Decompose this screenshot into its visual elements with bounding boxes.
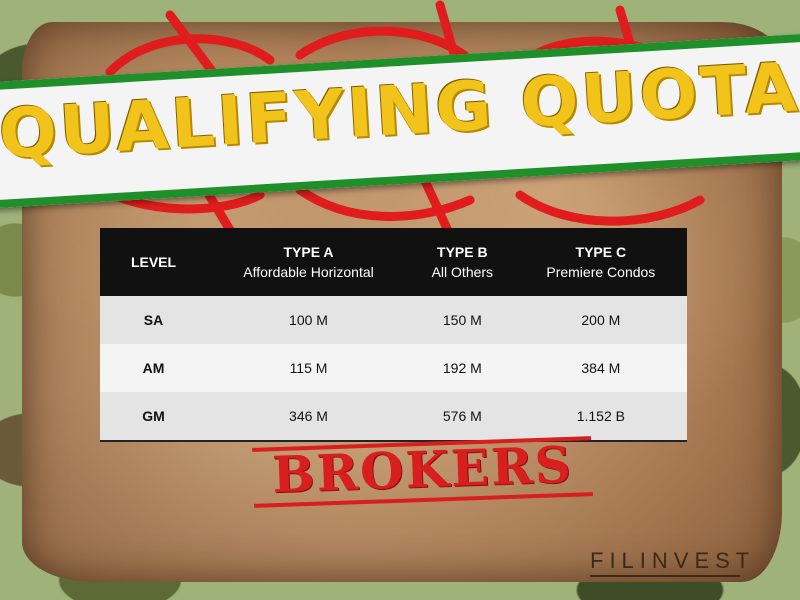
cell-type-b: 150 M <box>410 296 515 344</box>
cell-type-c: 1.152 B <box>514 392 687 440</box>
table-row: AM 115 M 192 M 384 M <box>100 344 687 392</box>
table-row: SA 100 M 150 M 200 M <box>100 296 687 344</box>
header-type-c: TYPE C Premiere Condos <box>514 228 687 296</box>
header-type-c-title: TYPE C <box>575 244 627 260</box>
cell-type-a: 346 M <box>207 392 410 440</box>
filinvest-logo: FILINVEST <box>590 548 756 573</box>
cell-level: SA <box>100 296 207 344</box>
cell-level: AM <box>100 344 207 392</box>
header-type-a-subtitle: Affordable Horizontal <box>243 264 374 280</box>
header-level: LEVEL <box>100 228 207 296</box>
logo-underline <box>590 575 740 577</box>
header-type-b: TYPE B All Others <box>410 228 515 296</box>
cell-level: GM <box>100 392 207 440</box>
cell-type-c: 200 M <box>514 296 687 344</box>
quota-table: LEVEL TYPE A Affordable Horizontal TYPE … <box>100 228 687 440</box>
cell-type-a: 100 M <box>207 296 410 344</box>
cell-type-c: 384 M <box>514 344 687 392</box>
brokers-stamp: BROKERS <box>244 434 601 508</box>
cell-type-a: 115 M <box>207 344 410 392</box>
header-level-title: LEVEL <box>130 254 177 270</box>
cell-type-b: 576 M <box>410 392 515 440</box>
header-type-b-title: TYPE B <box>437 244 488 260</box>
header-type-a-title: TYPE A <box>283 244 334 260</box>
header-type-c-subtitle: Premiere Condos <box>546 264 656 280</box>
header-type-b-subtitle: All Others <box>431 264 494 280</box>
table-row: GM 346 M 576 M 1.152 B <box>100 392 687 440</box>
table-header-row: LEVEL TYPE A Affordable Horizontal TYPE … <box>100 228 687 296</box>
header-type-a: TYPE A Affordable Horizontal <box>207 228 410 296</box>
cell-type-b: 192 M <box>410 344 515 392</box>
